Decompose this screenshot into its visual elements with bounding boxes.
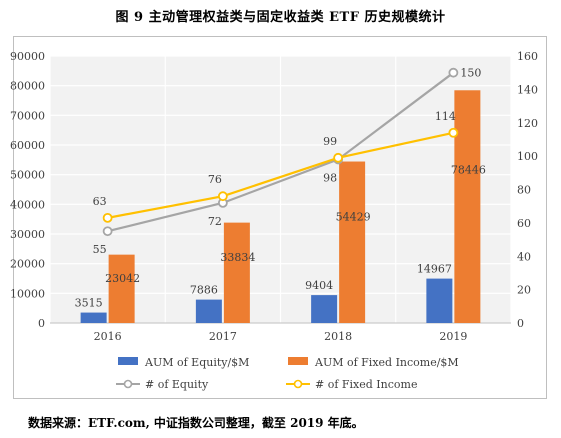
legend-swatch: [288, 357, 308, 365]
legend-swatch: [118, 357, 138, 365]
marker-equity-count: [102, 226, 113, 237]
y-right-tick-label: 160: [517, 50, 538, 63]
marker-fixed-income-count: [217, 191, 228, 202]
data-label-fixed-income-count: 63: [93, 195, 107, 208]
data-label-equity-count: 55: [93, 243, 107, 256]
x-tick-label: 2017: [209, 330, 237, 343]
y-left-tick-label: 20000: [10, 258, 45, 271]
data-label-fixed-income-aum: 23042: [105, 272, 140, 285]
data-label-equity-count: 98: [323, 171, 337, 184]
y-left-tick-label: 30000: [10, 228, 45, 241]
y-left-tick-label: 0: [38, 317, 45, 330]
data-label-equity-aum: 14967: [417, 263, 452, 276]
y-left-tick-label: 90000: [10, 50, 45, 63]
figure-title: 图 9 主动管理权益类与固定收益类 ETF 历史规模统计: [115, 10, 446, 25]
source-note: 数据来源：ETF.com, 中证指数公司整理，截至 2019 年底。: [28, 416, 364, 430]
data-label-equity-aum: 7886: [190, 284, 218, 297]
line-equity-count: [107, 71, 455, 233]
data-label-equity-count: 72: [208, 215, 222, 228]
bar-equity: [195, 299, 222, 323]
legend-label: # of Fixed Income: [315, 378, 417, 391]
line-fixed-income-count: [107, 131, 454, 219]
x-tick-label: 2016: [94, 330, 122, 343]
data-label-equity-aum: 9404: [305, 279, 333, 292]
legend-marker: [293, 379, 303, 389]
bar-equity: [311, 295, 338, 323]
y-right-tick-label: 0: [517, 317, 524, 330]
y-left-tick-label: 80000: [10, 80, 45, 93]
marker-equity-count: [448, 67, 459, 78]
legend-marker: [123, 379, 133, 389]
y-right-tick-label: 20: [517, 284, 531, 297]
y-left-tick-label: 60000: [10, 139, 45, 152]
y-right-tick-label: 40: [517, 250, 531, 263]
marker-fixed-income-count: [333, 152, 344, 163]
bar-fixed-income: [108, 254, 135, 323]
marker-fixed-income-count: [448, 127, 459, 138]
y-right-tick-label: 80: [517, 184, 531, 197]
data-label-equity-aum: 3515: [75, 297, 103, 310]
bar-fixed-income: [223, 222, 250, 323]
y-left-tick-label: 10000: [10, 287, 45, 300]
data-label-equity-count: 150: [460, 67, 481, 80]
legend-label: # of Equity: [145, 378, 209, 391]
bar-fixed-income: [339, 161, 366, 323]
data-label-fixed-income-aum: 54429: [336, 210, 371, 223]
legend-label: AUM of Equity/$M: [144, 356, 249, 369]
bar-equity: [80, 312, 107, 323]
x-tick-label: 2018: [324, 330, 352, 343]
data-label-fixed-income-count: 99: [323, 135, 337, 148]
y-left-tick-label: 70000: [10, 109, 45, 122]
y-right-tick-label: 120: [517, 117, 538, 130]
y-left-tick-label: 40000: [10, 198, 45, 211]
y-right-tick-label: 60: [517, 217, 531, 230]
x-tick-label: 2019: [439, 330, 467, 343]
data-label-fixed-income-count: 114: [435, 110, 456, 123]
bar-equity: [426, 278, 453, 323]
marker-fixed-income-count: [102, 212, 113, 223]
y-left-tick-label: 50000: [10, 169, 45, 182]
data-label-fixed-income-aum: 33834: [220, 251, 255, 264]
data-label-fixed-income-aum: 78446: [451, 163, 486, 176]
data-label-fixed-income-count: 76: [208, 173, 222, 186]
bar-fixed-income: [454, 90, 481, 324]
chart-frame: [13, 36, 547, 399]
legend-label: AUM of Fixed Income/$M: [314, 356, 459, 369]
y-right-tick-label: 140: [517, 83, 538, 96]
y-right-tick-label: 100: [517, 150, 538, 163]
